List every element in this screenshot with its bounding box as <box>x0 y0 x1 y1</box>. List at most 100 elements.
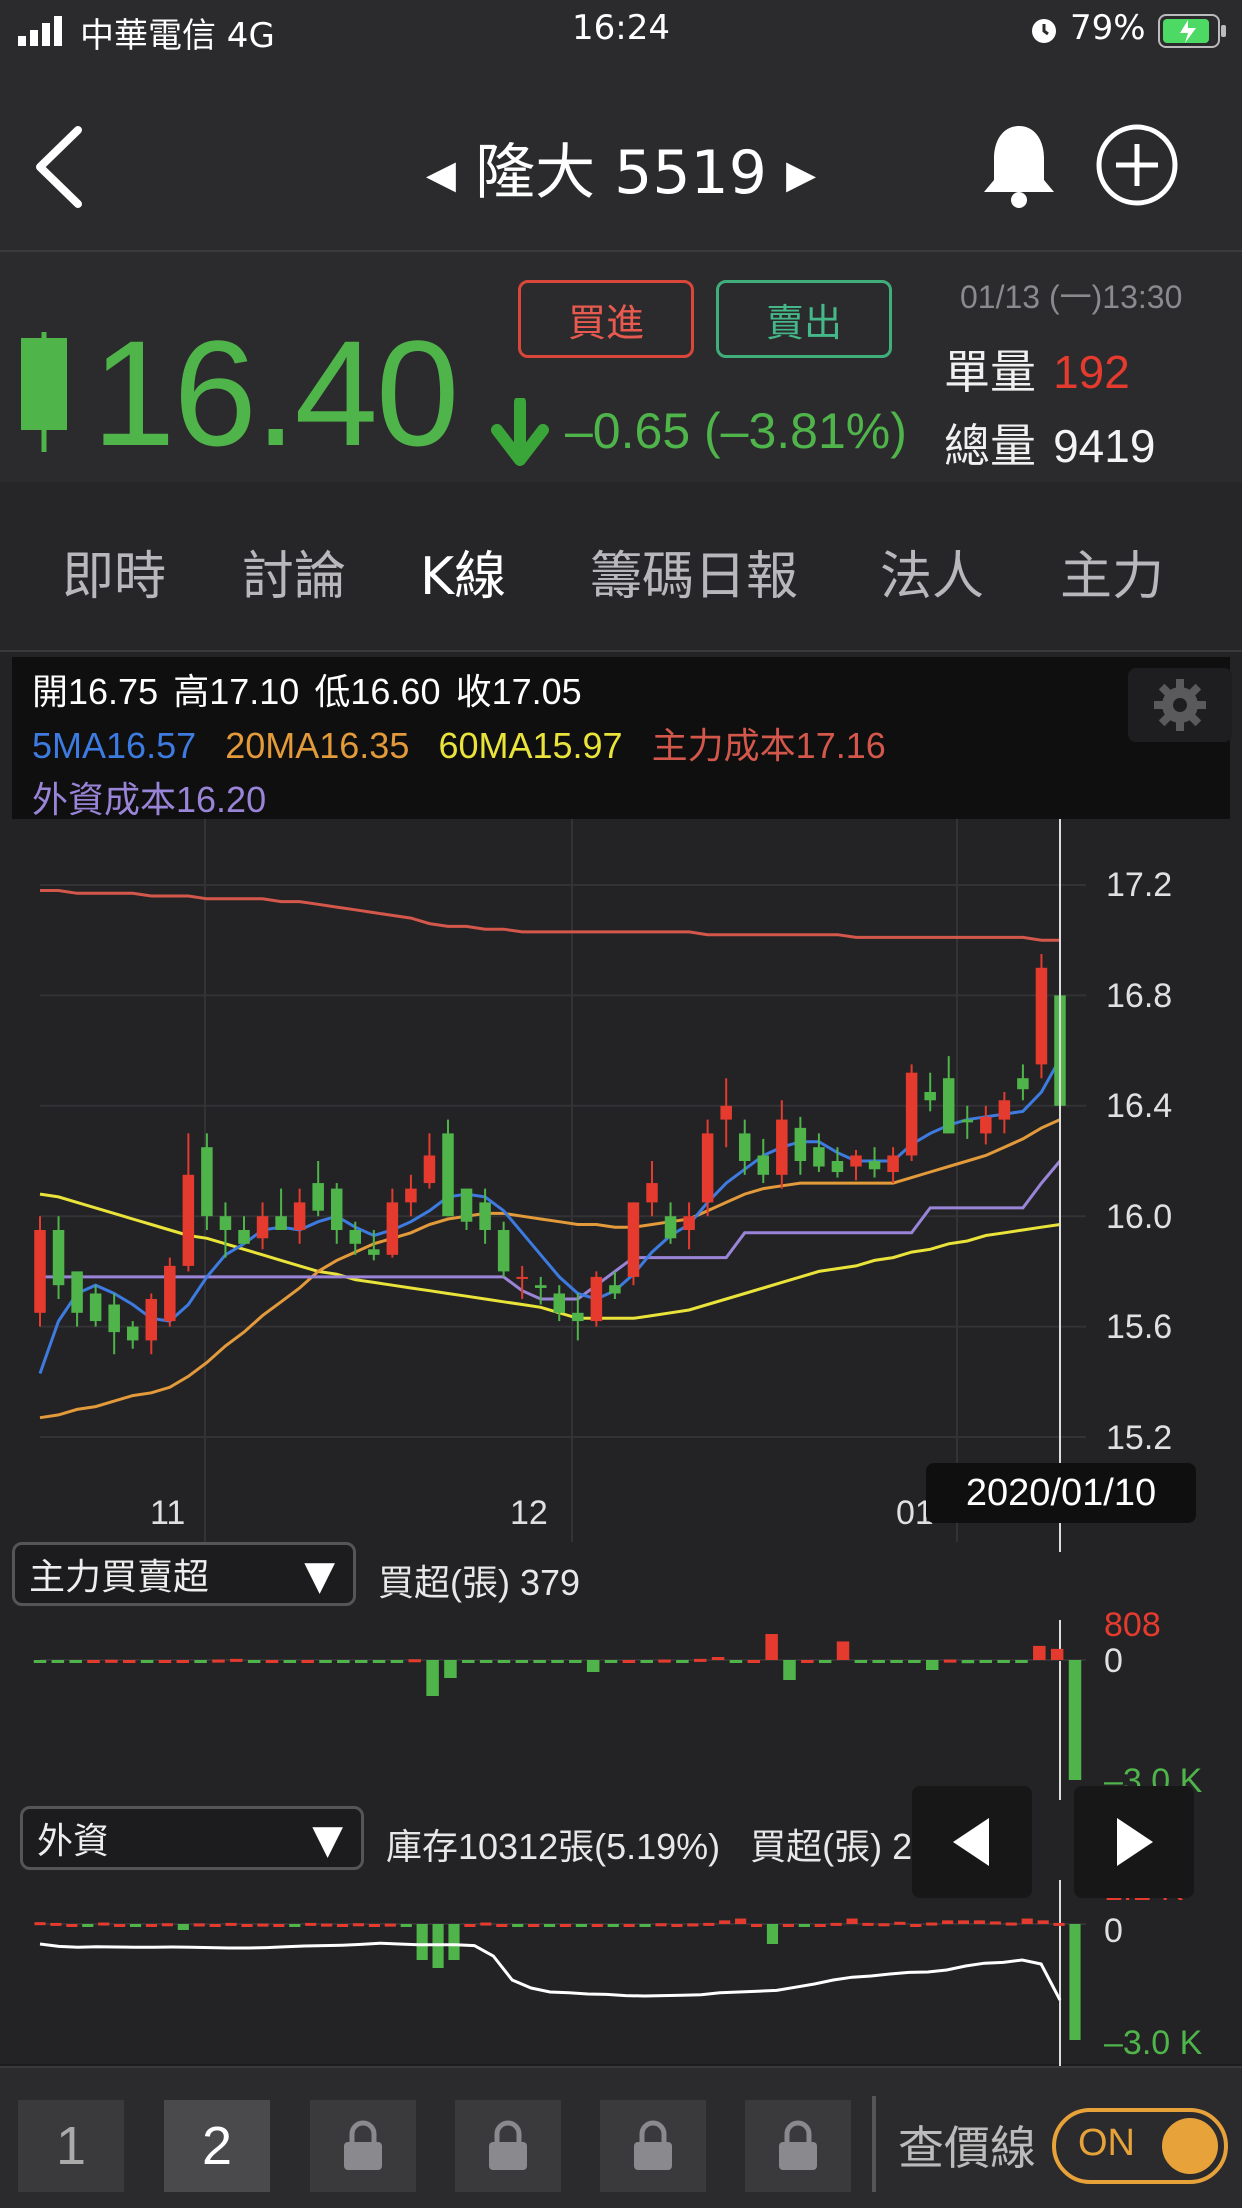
volume-bar <box>193 1923 205 1927</box>
volume-bar <box>943 1659 957 1663</box>
toggle-label: ON <box>1078 2122 1135 2164</box>
volume-bar <box>176 1660 190 1663</box>
total-volume-label: 總量 <box>944 419 1036 473</box>
volume-bar <box>607 1924 619 1927</box>
foreign-cost-label: 外資成本16.20 <box>32 779 267 820</box>
candle-body <box>52 1230 65 1286</box>
candle-body <box>942 1078 955 1134</box>
ind1-top-label: 808 <box>1104 1606 1161 1644</box>
volume-bar <box>735 1918 747 1924</box>
volume-bar <box>209 1924 221 1927</box>
volume-bar <box>305 1922 317 1926</box>
volume-bar <box>750 1924 763 1927</box>
layout-slot-1[interactable]: 1 <box>18 2100 124 2192</box>
back-button[interactable] <box>28 122 88 212</box>
indicator2-value: 庫存10312張(5.19%) 買超(張) 281 <box>386 1826 946 1867</box>
kline-chart[interactable] <box>0 652 1242 1552</box>
volume-bar <box>783 1660 796 1680</box>
layout-slot-2[interactable]: 2 <box>164 2100 270 2192</box>
triangle-left-icon <box>953 1818 989 1866</box>
candle-body <box>831 1161 844 1173</box>
price-tick: 16.4 <box>1106 1087 1173 1125</box>
volume-bar <box>212 1659 225 1663</box>
volume-bar <box>82 1924 94 1927</box>
locked-slot[interactable] <box>455 2100 561 2192</box>
candle-body <box>201 1147 213 1217</box>
volume-bar <box>533 1660 546 1663</box>
tab-chip-daily[interactable]: 籌碼日報 <box>590 547 799 607</box>
quote-timestamp: 01/13 (一)13:30 <box>960 279 1183 315</box>
volume-bar <box>655 1923 667 1927</box>
volume-bar <box>1053 1922 1065 1926</box>
locked-slot[interactable] <box>600 2100 706 2192</box>
volume-bar <box>33 1660 47 1663</box>
candle-body <box>497 1230 510 1272</box>
tab-bar: 即時 討論 K線 籌碼日報 法人 主力 <box>0 482 1242 652</box>
volume-bar <box>319 1660 332 1663</box>
candle-body <box>646 1183 658 1203</box>
volume-bar <box>765 1634 778 1660</box>
volume-bar <box>908 1660 921 1663</box>
add-watchlist-button[interactable] <box>1094 122 1180 208</box>
price-tick: 17.2 <box>1106 866 1173 904</box>
volume-bar <box>1021 1918 1033 1924</box>
tab-main-force[interactable]: 主力 <box>1060 547 1165 607</box>
stock-title[interactable]: ◂ 隆大 5519 ▸ <box>425 138 817 208</box>
volume-bar <box>910 1924 922 1927</box>
lock-icon <box>779 2120 817 2170</box>
indicator2-select[interactable]: 外資 ▼ <box>20 1806 364 1870</box>
tab-kline[interactable]: K線 <box>420 547 507 607</box>
volume-bar <box>462 1660 475 1663</box>
ma20-label: 20MA16.35 <box>225 725 410 766</box>
volume-bar <box>957 1920 970 1924</box>
volume-bar <box>114 1924 126 1927</box>
candle-body <box>590 1276 603 1322</box>
candle-body <box>850 1155 862 1167</box>
volume-bar <box>801 1660 814 1663</box>
volume-bar <box>925 1660 939 1670</box>
volume-bar <box>1037 1920 1049 1924</box>
volume-bar <box>703 1922 715 1926</box>
signal-icon <box>18 16 62 46</box>
volume-bar <box>854 1660 868 1663</box>
ohlc-open: 開16.75 <box>32 671 159 712</box>
tab-realtime[interactable]: 即時 <box>62 547 167 607</box>
tab-discussion[interactable]: 討論 <box>242 547 347 607</box>
volume-bar <box>283 1660 297 1663</box>
volume-bar <box>400 1924 412 1927</box>
locked-slot[interactable] <box>745 2100 851 2192</box>
candle-body <box>460 1188 473 1222</box>
tab-institutional[interactable]: 法人 <box>880 547 985 607</box>
candle-body <box>182 1174 195 1266</box>
sell-button[interactable]: 賣出 <box>716 280 892 358</box>
candle-body <box>275 1216 287 1230</box>
settings-button[interactable] <box>1128 668 1232 742</box>
volume-bar <box>98 1922 110 1926</box>
candle-body <box>145 1299 158 1341</box>
candle-body <box>89 1293 102 1322</box>
indicator1-select[interactable]: 主力買賣超 ▼ <box>12 1542 356 1606</box>
quote-panel: 16.40 買進 賣出 –0.65 (–3.81%) 01/13 (一)13:3… <box>0 250 1242 482</box>
candle-body <box>701 1133 714 1203</box>
carrier-label: 中華電信 4G <box>80 16 275 56</box>
volume-bar <box>448 1924 460 1960</box>
volume-bar <box>337 1660 350 1663</box>
prev-candle-button[interactable] <box>912 1786 1032 1898</box>
candle-body <box>664 1216 677 1239</box>
volume-bar <box>862 1922 874 1926</box>
next-candle-button[interactable] <box>1074 1786 1194 1898</box>
volume-bar <box>512 1924 524 1927</box>
bell-icon[interactable] <box>978 120 1060 210</box>
volume-bar <box>122 1660 136 1663</box>
volume-bar <box>265 1660 279 1663</box>
volume-bar <box>1005 1922 1017 1926</box>
price-tick: 16.0 <box>1106 1198 1173 1236</box>
crosshair-toggle[interactable]: ON <box>1052 2108 1228 2184</box>
gear-icon <box>1154 679 1206 731</box>
buy-button[interactable]: 買進 <box>518 280 694 358</box>
candle-body <box>330 1188 343 1230</box>
volume-bar <box>1068 1660 1082 1780</box>
candle-body <box>998 1100 1011 1120</box>
locked-slot[interactable] <box>310 2100 416 2192</box>
volume-bar <box>321 1923 333 1927</box>
